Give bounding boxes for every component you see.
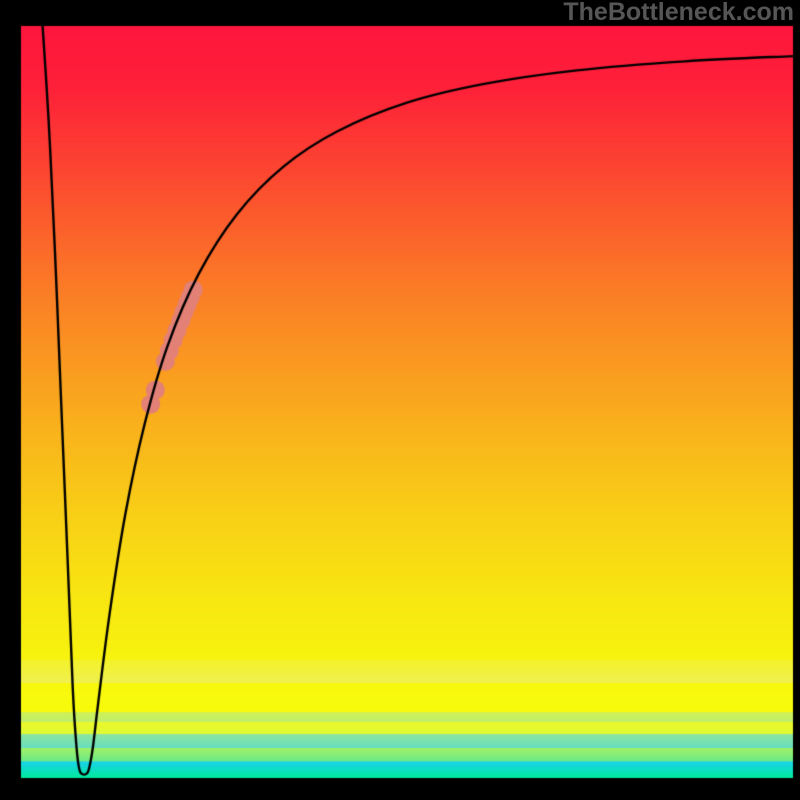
chart-stage: TheBottleneck.com <box>0 0 800 800</box>
bottleneck-chart-canvas <box>0 0 800 800</box>
